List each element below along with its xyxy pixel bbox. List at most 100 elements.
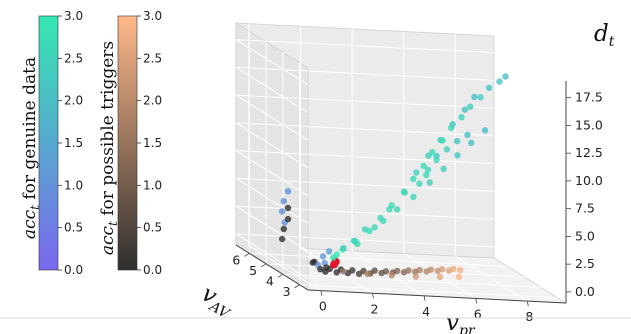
scatter-point-possible-triggers <box>423 268 430 275</box>
scatter-point-genuine-data <box>423 171 430 179</box>
colorbar-tick-label: 3.0 <box>64 9 83 23</box>
scatter-point-possible-triggers <box>436 273 444 281</box>
y-tick-label: 4 <box>266 273 274 288</box>
z-tick-label: 7.5 <box>575 201 595 216</box>
scatter-point-genuine-data <box>502 73 509 80</box>
scatter-point-genuine-data <box>439 137 446 144</box>
x-tick-label: 8 <box>525 309 533 324</box>
grid-line-z-back <box>235 66 495 81</box>
scatter-point-genuine-data <box>319 253 327 260</box>
scatter-point-genuine-data <box>401 189 408 196</box>
scatter-point-genuine-data <box>416 180 423 187</box>
scatter-point-possible-triggers <box>284 215 292 223</box>
grid-line-z-back <box>235 205 495 220</box>
colorbar-tick-label: 0.0 <box>64 263 83 277</box>
colorbar-tick-label: 1.0 <box>143 178 162 192</box>
scatter-point-possible-triggers <box>309 259 316 266</box>
colorbar-genuine: acct for genuine data 0.0 0.5 1.0 1.5 2.0 2.5… <box>20 9 83 277</box>
grid-line-y-floor <box>299 284 558 299</box>
scatter-point-possible-triggers <box>388 272 395 279</box>
colorbar-tick-label: 2.0 <box>64 94 83 108</box>
scatter-point-genuine-data <box>340 244 347 252</box>
scatter-point-genuine-data <box>424 166 432 174</box>
scatter-point-genuine-data <box>325 248 333 255</box>
grid-line-z-side <box>235 94 309 141</box>
colorbar-triggers-bar <box>117 15 138 271</box>
scatter-point-genuine-data <box>393 206 401 213</box>
grid-line-y-floor <box>249 252 508 267</box>
colorbar-tick-label: 0.0 <box>143 263 162 277</box>
x-axis-label: vpr <box>446 310 476 334</box>
scatter-point-genuine-data <box>440 165 447 173</box>
scatter-point-possible-triggers <box>412 268 419 275</box>
colorbar-tick-label: 1.5 <box>143 136 162 150</box>
colorbar-tick-label: 2.5 <box>64 51 83 65</box>
scatter-point-genuine-data <box>371 224 378 231</box>
scatter-point-possible-triggers <box>434 267 441 275</box>
x-tick-mark <box>423 295 426 301</box>
scatter-point-genuine-data <box>448 124 455 131</box>
scatter-point-possible-triggers <box>284 204 292 212</box>
grid-line-x-floor <box>455 255 528 302</box>
z-tick-label: 5.0 <box>575 228 595 243</box>
grid-line-z-side <box>235 122 309 169</box>
scatter-point-genuine-data <box>284 188 292 195</box>
grid-line-z-side <box>235 205 309 252</box>
scatter-point-genuine-data <box>429 149 436 156</box>
x-tick-mark <box>320 290 323 296</box>
pane-side <box>235 22 309 291</box>
scatter-point-genuine-data <box>413 169 420 176</box>
scatter-point-genuine-data <box>426 179 433 186</box>
scatter-point-possible-triggers <box>333 269 340 276</box>
y-tick-mark <box>244 253 250 257</box>
grid-line-x-floor <box>248 245 322 292</box>
scatter-point-possible-triggers <box>355 270 363 277</box>
scatter-point-genuine-data <box>280 198 287 205</box>
scatter-point-possible-triggers <box>378 269 385 277</box>
grid-line-z-side <box>235 150 309 197</box>
scatter-point-genuine-data <box>458 114 465 121</box>
scatter-point-possible-triggers <box>364 270 371 278</box>
y-tick-label: 6 <box>232 252 240 267</box>
z-tick-label: 12.5 <box>575 145 603 160</box>
scatter-point-genuine-data <box>496 78 503 85</box>
scatter-point-possible-triggers <box>412 273 420 280</box>
x-tick-mark <box>475 298 478 304</box>
scatter-point-genuine-data <box>468 139 475 146</box>
scatter-point-genuine-data <box>330 254 337 261</box>
y-tick-label: 3 <box>283 284 291 299</box>
y-tick-label: 5 <box>249 263 257 278</box>
scatter-point-genuine-data <box>377 214 384 222</box>
colorbar-tick-label: 0.5 <box>143 221 162 235</box>
colorbar-tick-label: 1.5 <box>64 136 83 150</box>
colorbar-triggers-ticks: 0.0 0.5 1.0 1.5 2.0 2.5 3.0 <box>137 9 162 277</box>
z-tick-label: 17.5 <box>575 90 603 105</box>
x-tick-mark <box>372 293 374 299</box>
colorbar-tick-label: 3.0 <box>143 9 162 23</box>
scatter-point-genuine-data <box>471 93 478 101</box>
grid-line-y-floor <box>282 273 541 288</box>
scatter-point-genuine-data <box>433 156 440 164</box>
scatter-point-genuine-data <box>454 152 461 159</box>
scatter-point-genuine-data <box>464 131 471 139</box>
scatter-point-genuine-data <box>388 202 395 209</box>
grid-line-z-side <box>235 233 309 280</box>
grid-line-z-back <box>235 233 495 248</box>
scatter-point-possible-triggers <box>278 235 286 243</box>
y-axis-label: vAV <box>196 281 240 323</box>
colorbar-triggers: acct for possible triggers 0.0 0.5 1.0 1.5 2… <box>98 9 162 277</box>
scatter-point-genuine-data <box>278 208 286 215</box>
scatter-point-possible-triggers <box>280 225 287 233</box>
colorbar-tick-label: 2.0 <box>143 94 162 108</box>
x-axis-line <box>307 289 567 304</box>
scatter-point-genuine-data <box>443 146 450 153</box>
scatter-point-highlight <box>330 260 339 269</box>
scatter-point-genuine-data <box>453 137 461 145</box>
scatter-point-genuine-data <box>361 226 369 233</box>
scatter-point-possible-triggers <box>400 269 408 276</box>
colorbar-triggers-label: acct for possible triggers <box>98 41 120 255</box>
y-tick-mark <box>294 284 300 289</box>
y-axis-line <box>235 244 309 291</box>
scatter-point-genuine-data <box>410 175 417 182</box>
